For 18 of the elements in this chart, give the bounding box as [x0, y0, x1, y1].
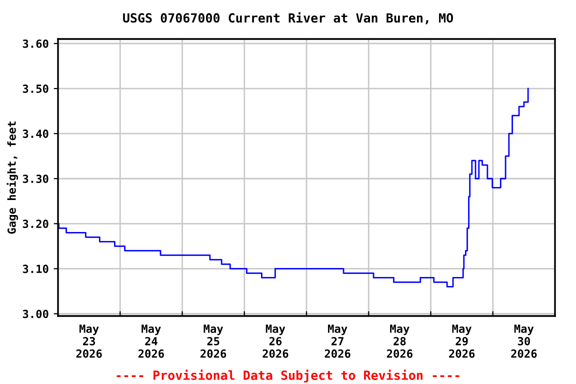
x-tick-label: May 30 2026 — [511, 324, 537, 358]
x-tick-label: May 24 2026 — [138, 324, 164, 358]
y-tick-label: 3.60 — [22, 39, 48, 48]
x-tick-label: May 29 2026 — [449, 324, 475, 358]
x-tick-label: May 23 2026 — [76, 324, 102, 358]
x-tick-label: May 28 2026 — [386, 324, 412, 358]
y-tick-label: 3.00 — [22, 310, 48, 318]
x-tick-label: May 26 2026 — [262, 324, 288, 358]
y-tick-label: 3.30 — [22, 174, 48, 184]
y-axis-title: Gage height, feet — [6, 122, 18, 234]
y-tick-label: 3.40 — [22, 130, 48, 138]
text: ---- Provisional Data Subject to Revision ---- — [116, 370, 460, 382]
x-tick-label: May 25 2026 — [200, 324, 226, 358]
chart-title: USGS 07067000 Current River at Van Buren, MO — [123, 12, 454, 24]
y-tick-label: 3.10 — [22, 264, 48, 274]
y-tick-label: 3.50 — [22, 84, 48, 93]
x-tick-label: May 27 2026 — [324, 324, 350, 358]
y-tick-label: 3.20 — [22, 220, 48, 228]
